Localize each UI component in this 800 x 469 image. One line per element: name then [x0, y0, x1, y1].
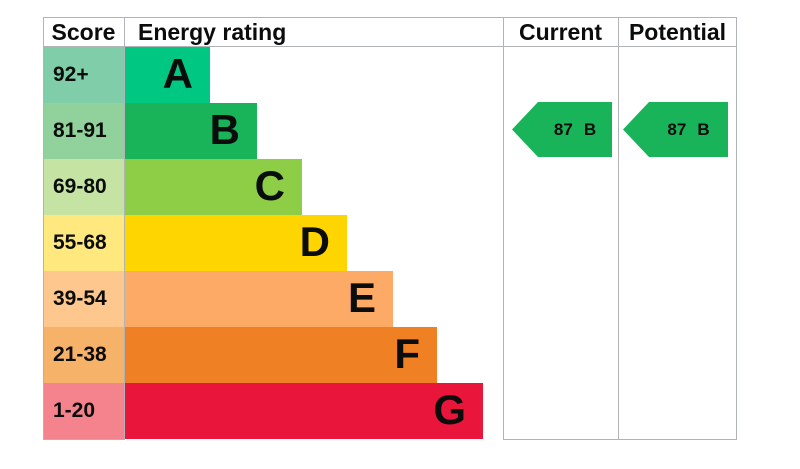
result-columns-bottom-border — [503, 439, 737, 440]
table-top-border — [43, 17, 737, 18]
score-range-c: 69-80 — [44, 159, 124, 215]
band-row-d: 55-68 D — [43, 215, 737, 271]
score-range-d: 55-68 — [44, 215, 124, 271]
table-right-border — [736, 17, 737, 440]
band-bar-a: A — [125, 47, 210, 103]
band-bar-f: F — [125, 327, 437, 383]
band-bar-g: G — [125, 383, 483, 439]
band-bar-d: D — [125, 215, 347, 271]
score-column-header: Score — [51, 19, 116, 45]
score-range-b: 81-91 — [44, 103, 124, 159]
current-column-header: Current — [518, 19, 603, 45]
band-row-b: 81-91 B — [43, 103, 737, 159]
band-bar-c: C — [125, 159, 302, 215]
potential-rating-arrow: 87 B — [623, 102, 728, 157]
band-row-e: 39-54 E — [43, 271, 737, 327]
score-range-g: 1-20 — [44, 383, 124, 439]
current-potential-divider — [618, 17, 619, 440]
band-row-f: 21-38 F — [43, 327, 737, 383]
band-bar-b: B — [125, 103, 257, 159]
score-range-e: 39-54 — [44, 271, 124, 327]
energy-rating-column-header: Energy rating — [138, 19, 287, 45]
energy-current-divider — [503, 17, 504, 440]
potential-column-header: Potential — [628, 19, 727, 45]
score-column-bottom-border — [43, 439, 124, 440]
band-row-c: 69-80 C — [43, 159, 737, 215]
current-rating-score: 87 — [553, 119, 573, 139]
score-energy-divider — [124, 17, 125, 440]
rating-table: Score Energy rating Current Potential 92… — [43, 17, 737, 441]
score-range-a: 92+ — [44, 47, 124, 103]
band-row-a: 92+ A — [43, 47, 737, 103]
band-bar-e: E — [125, 271, 393, 327]
current-rating-band: B — [583, 119, 597, 139]
table-left-border — [43, 17, 44, 440]
potential-rating-score: 87 — [667, 119, 687, 139]
score-range-f: 21-38 — [44, 327, 124, 383]
header-bottom-border — [43, 46, 737, 47]
potential-rating-band: B — [697, 119, 710, 139]
band-row-g: 1-20 G — [43, 383, 737, 439]
